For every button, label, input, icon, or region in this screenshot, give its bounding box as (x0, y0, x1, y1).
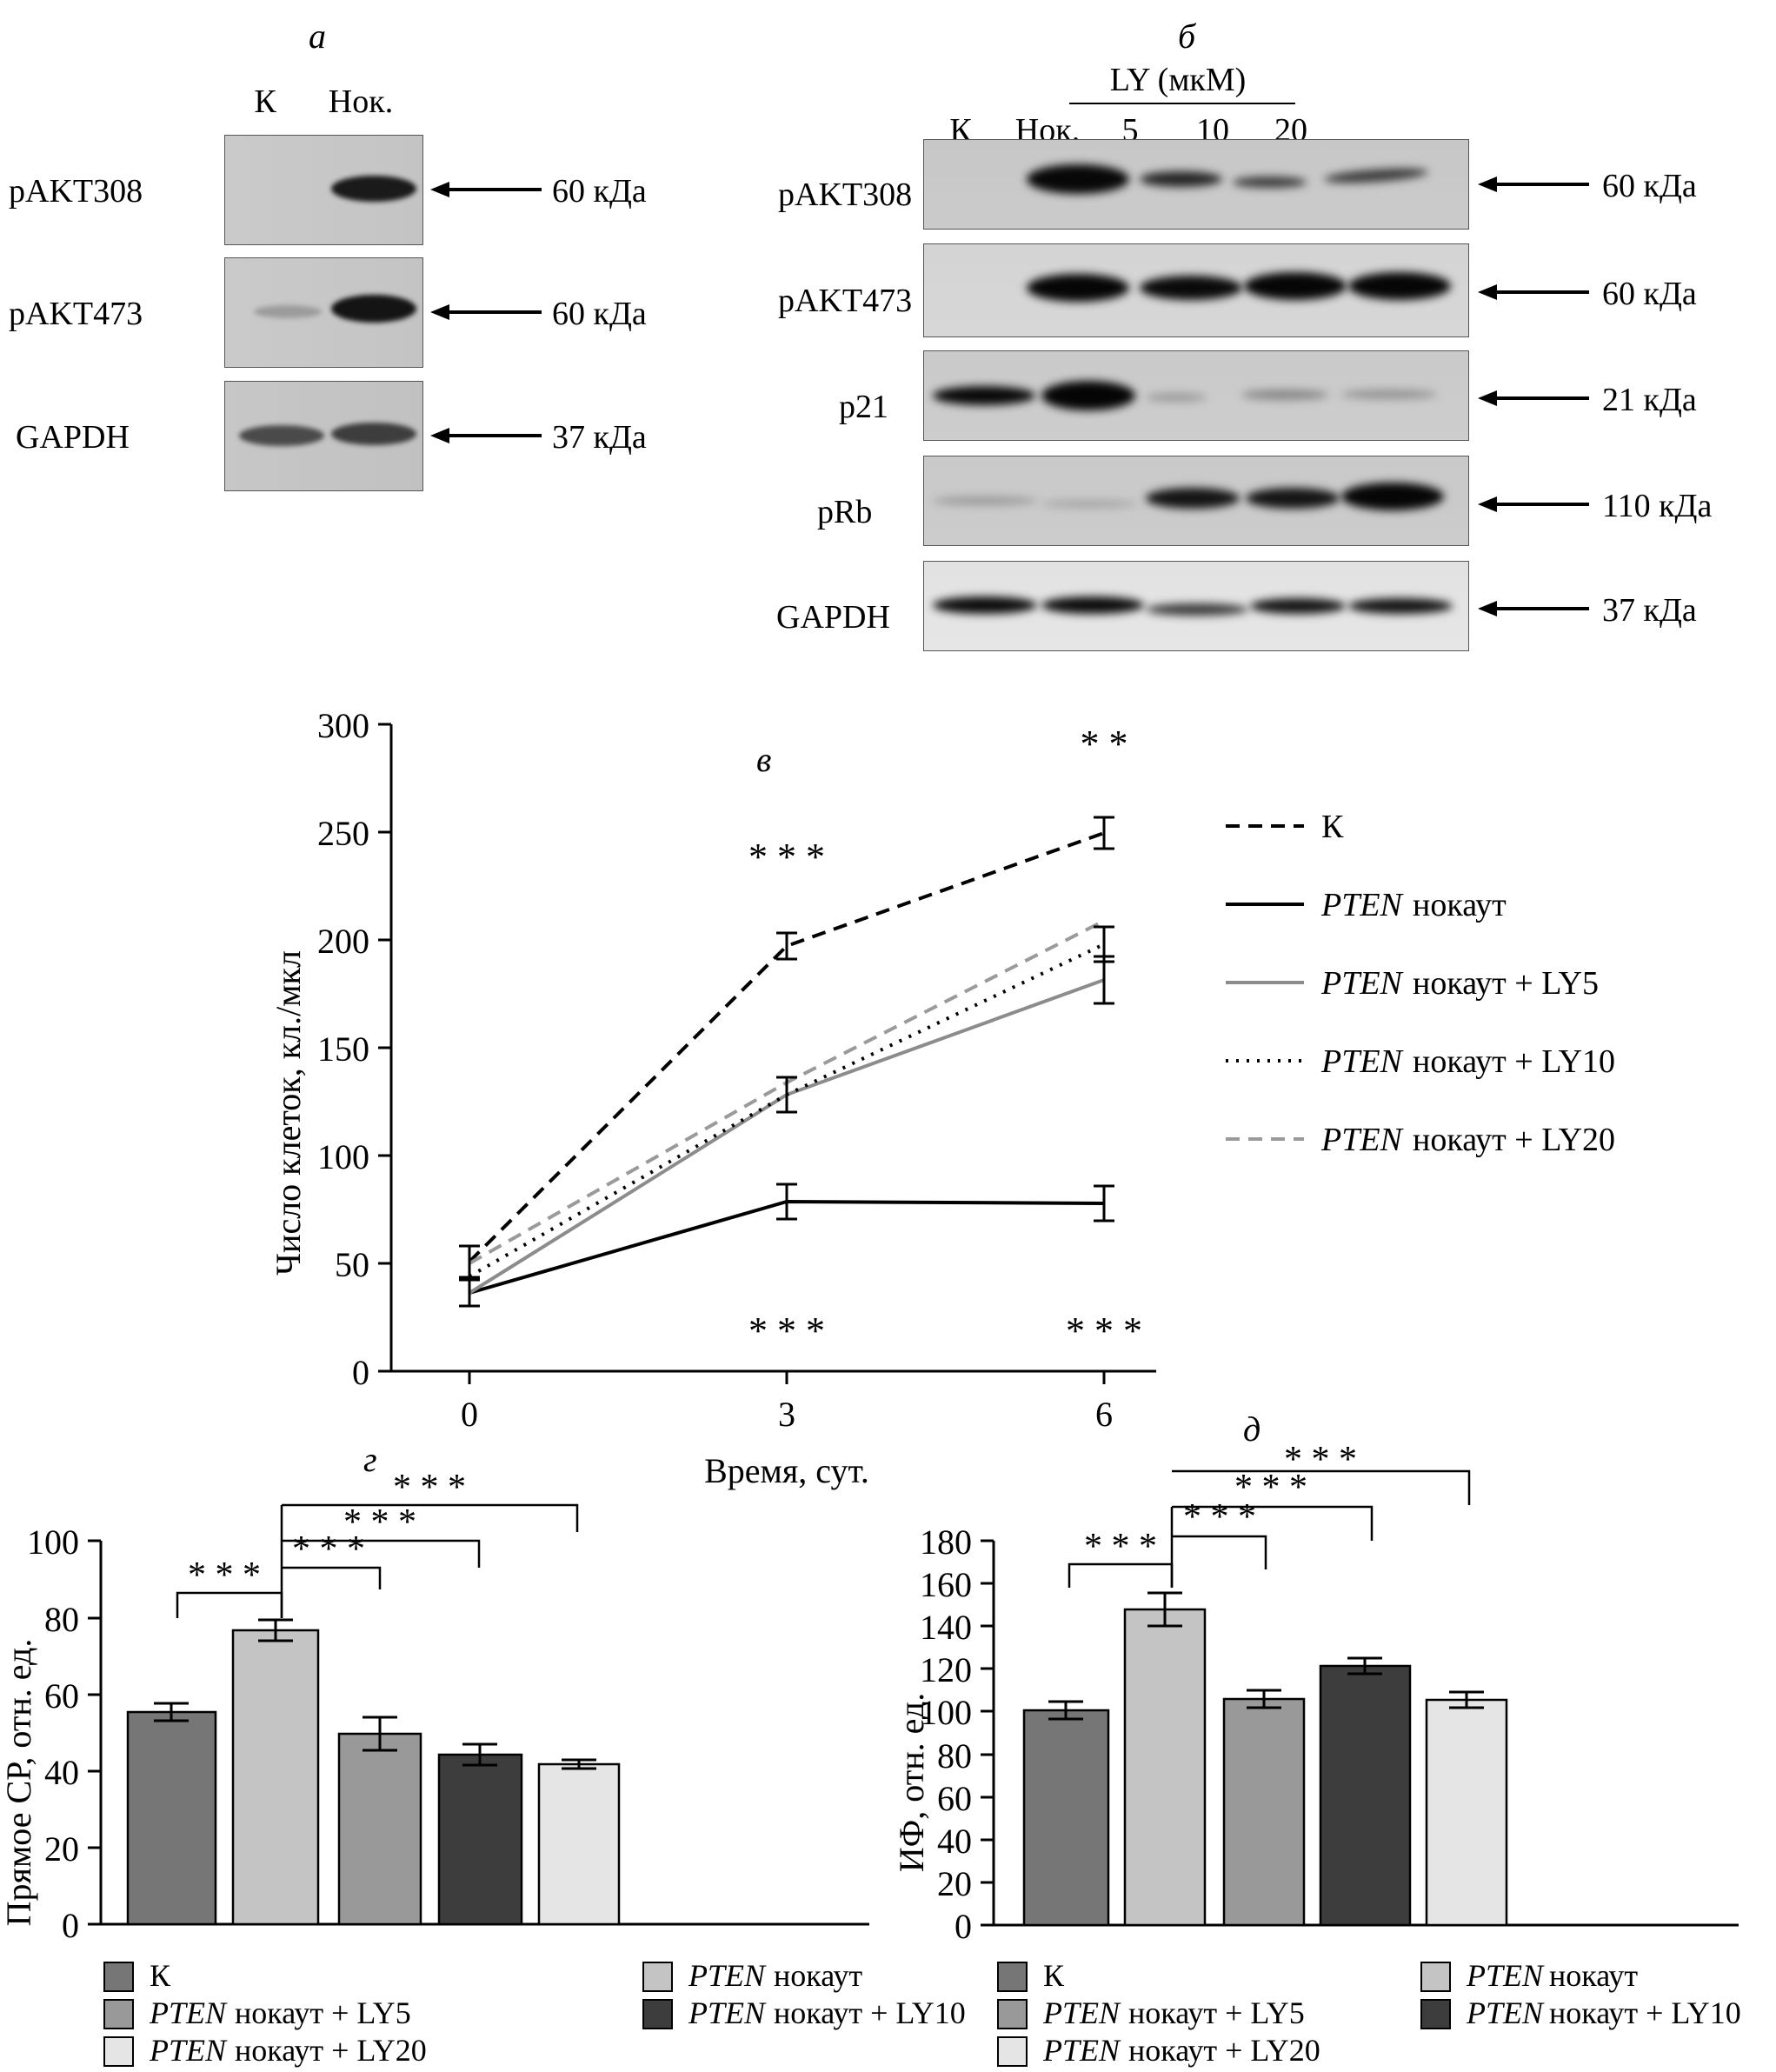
svg-text:0: 0 (955, 1907, 972, 1946)
svg-text:140: 140 (920, 1608, 972, 1647)
svg-text:20: 20 (937, 1864, 972, 1903)
svg-text:* * *: * * * (1084, 1527, 1157, 1567)
svg-text:PTEN: PTEN (1042, 1995, 1121, 2030)
svg-text:К: К (1043, 1958, 1065, 1993)
svg-text:* * *: * * * (1284, 1440, 1357, 1480)
svg-text:нокаут + LY5: нокаут + LY5 (1128, 1995, 1305, 2030)
svg-text:нокаут: нокаут (1549, 1958, 1638, 1993)
svg-text:PTEN: PTEN (1466, 1995, 1545, 2030)
svg-text:PTEN: PTEN (1042, 2033, 1121, 2068)
svg-text:160: 160 (920, 1565, 972, 1604)
svg-text:нокаут + LY10: нокаут + LY10 (1549, 1995, 1741, 2030)
svg-text:80: 80 (937, 1736, 972, 1776)
svg-text:120: 120 (920, 1650, 972, 1689)
svg-text:PTEN: PTEN (1466, 1958, 1545, 1993)
svg-text:нокаут + LY20: нокаут + LY20 (1128, 2033, 1320, 2068)
svg-text:40: 40 (937, 1822, 972, 1861)
svg-text:ИФ, отн. ед.: ИФ, отн. ед. (892, 1693, 931, 1872)
svg-text:60: 60 (937, 1779, 972, 1818)
svg-text:180: 180 (920, 1522, 972, 1562)
